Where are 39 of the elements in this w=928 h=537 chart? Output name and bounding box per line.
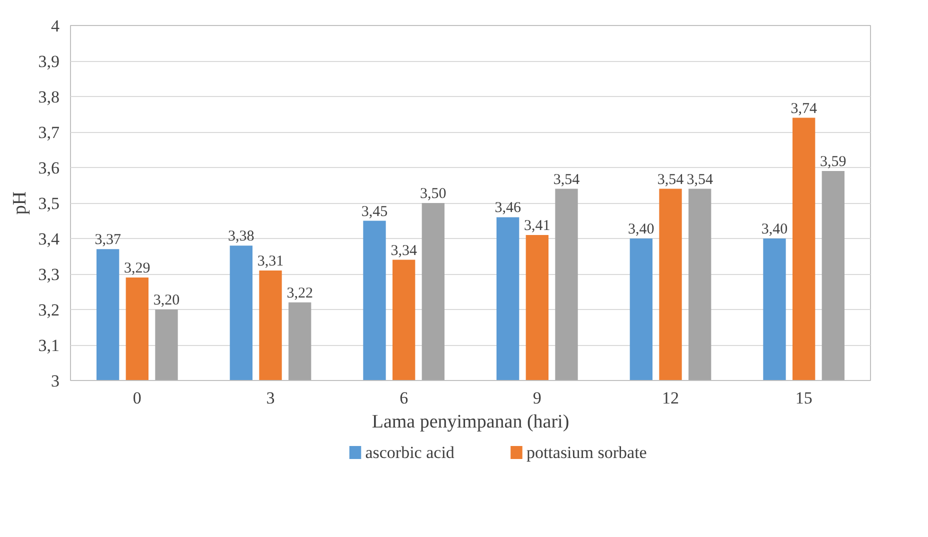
y-tick-label: 3,8	[38, 88, 60, 106]
data-label: 3,22	[286, 285, 313, 302]
y-tick-label: 3,4	[38, 230, 60, 248]
y-tick-label: 3	[51, 372, 60, 390]
data-label: 3,20	[153, 292, 180, 308]
y-tick-label: 3,9	[38, 52, 60, 71]
x-tick-label: 12	[662, 388, 679, 408]
y-tick-label: 3,6	[38, 158, 60, 178]
y-tick-label: 3,5	[38, 194, 60, 213]
data-label: 3,45	[361, 204, 388, 220]
data-label: 3,31	[257, 253, 284, 270]
data-label: 3,37	[94, 232, 122, 248]
y-tick-label: 4	[51, 16, 60, 36]
data-label: 3,40	[761, 222, 788, 238]
data-label: 3,38	[228, 228, 254, 245]
data-label: 3,34	[390, 242, 418, 259]
x-tick-label: 3	[266, 388, 275, 408]
data-label: 3,74	[790, 100, 818, 117]
x-tick-label: 6	[400, 388, 408, 408]
legend-label: ascorbic acid	[365, 443, 455, 462]
data-label: 3,40	[628, 222, 654, 238]
y-axis-title: pH	[9, 191, 30, 215]
data-label: 3,46	[494, 200, 522, 216]
x-tick-label: 15	[795, 388, 812, 408]
data-label: 3,54	[686, 172, 714, 188]
data-label: 3,29	[124, 260, 150, 277]
data-label: 3,50	[420, 186, 446, 202]
data-label: 3,54	[553, 172, 580, 188]
data-label: 3,59	[820, 154, 846, 170]
y-tick-label: 3,2	[38, 300, 60, 320]
x-tick-label: 9	[532, 388, 542, 408]
x-axis-title: Lama penyimpanan (hari)	[372, 412, 570, 432]
data-label: 3,54	[657, 172, 684, 188]
x-tick-label: 0	[132, 388, 142, 408]
legend-label: pottasium sorbate	[526, 443, 647, 462]
y-tick-label: 3,1	[38, 336, 60, 355]
data-label: 3,41	[524, 218, 550, 234]
y-tick-label: 3,3	[38, 265, 60, 284]
y-tick-label: 3,7	[38, 123, 60, 142]
